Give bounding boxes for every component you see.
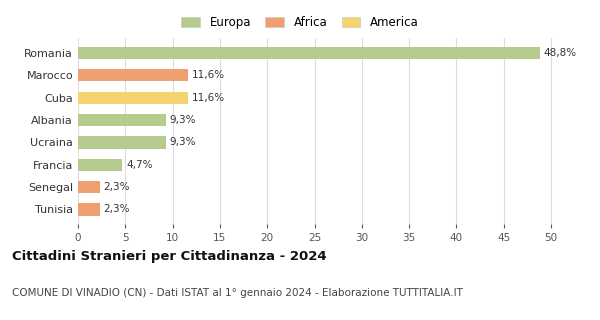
Text: 11,6%: 11,6% (191, 70, 224, 80)
Text: 9,3%: 9,3% (170, 137, 196, 148)
Text: 48,8%: 48,8% (544, 48, 577, 58)
Bar (78, 203, 100, 216)
Bar (78, 159, 122, 171)
Text: 4,7%: 4,7% (126, 160, 153, 170)
Text: 9,3%: 9,3% (170, 115, 196, 125)
Text: Cittadini Stranieri per Cittadinanza - 2024: Cittadini Stranieri per Cittadinanza - 2… (12, 250, 326, 263)
Text: 11,6%: 11,6% (191, 93, 224, 103)
Bar (78, 181, 100, 193)
Bar (78, 47, 540, 59)
Text: COMUNE DI VINADIO (CN) - Dati ISTAT al 1° gennaio 2024 - Elaborazione TUTTITALIA: COMUNE DI VINADIO (CN) - Dati ISTAT al 1… (12, 288, 463, 298)
Bar (78, 114, 166, 126)
Text: 2,3%: 2,3% (104, 182, 130, 192)
Legend: Europa, Africa, America: Europa, Africa, America (178, 12, 422, 32)
Bar (78, 136, 166, 148)
Bar (78, 69, 188, 82)
Text: 2,3%: 2,3% (104, 204, 130, 214)
Bar (78, 92, 188, 104)
